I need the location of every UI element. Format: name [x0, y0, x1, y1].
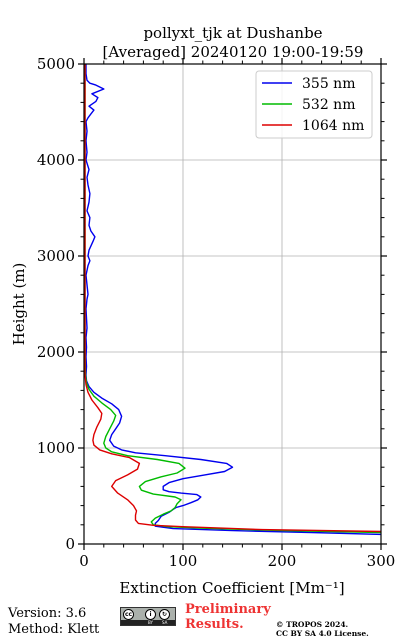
version-text: Version: 3.6 [8, 606, 87, 621]
y-tick-label: 3000 [37, 247, 75, 265]
plot-frame [83, 63, 382, 545]
legend-frame [255, 70, 373, 139]
y-axis-label: Height (m) [10, 263, 28, 346]
by-icon: i [145, 609, 156, 620]
cc-icon: cc [123, 609, 134, 620]
copyright-line1: © TROPOS 2024. [276, 620, 349, 629]
copyright-text: © TROPOS 2024. CC BY SA 4.0 License. [276, 620, 369, 638]
series-line-1064-nm [84, 64, 382, 533]
preliminary-line2: Results. [185, 617, 244, 632]
sa-icon: ↻ [159, 609, 170, 620]
legend: 355 nm 532 nm 1064 nm [255, 70, 373, 139]
x-axis-label: Extinction Coefficient [Mm⁻¹] [119, 579, 344, 597]
chart-title-line1: pollyxt_tjk at Dushanbe [143, 24, 322, 42]
method-text: Method: Klett [8, 622, 100, 637]
x-tick-label: 0 [79, 552, 89, 570]
y-tick-label: 5000 [37, 55, 75, 73]
legend-label: 532 nm [302, 97, 355, 113]
axis-ticks [78, 58, 387, 550]
preliminary-line1: Preliminary [185, 602, 271, 617]
legend-label: 1064 nm [302, 118, 364, 134]
clip-left [0, 0, 84, 640]
x-tick-label: 300 [367, 552, 396, 570]
x-tick-label: 100 [169, 552, 198, 570]
y-tick-label: 0 [65, 535, 75, 553]
series-line-355-nm [85, 64, 382, 536]
x-tick-label: 200 [268, 552, 297, 570]
cc-badge-strip: BY SA [121, 620, 175, 625]
cc-license-badge: cc i ↻ BY SA [120, 607, 176, 626]
legend-label: 355 nm [302, 76, 355, 92]
copyright-line2: CC BY SA 4.0 License. [276, 629, 369, 638]
chart-title-line2: [Averaged] 20240120 19:00-19:59 [103, 43, 364, 61]
preliminary-results-text: Preliminary Results. [185, 602, 271, 632]
y-tick-label: 4000 [37, 151, 75, 169]
y-tick-label: 2000 [37, 343, 75, 361]
y-tick-label: 1000 [37, 439, 75, 457]
